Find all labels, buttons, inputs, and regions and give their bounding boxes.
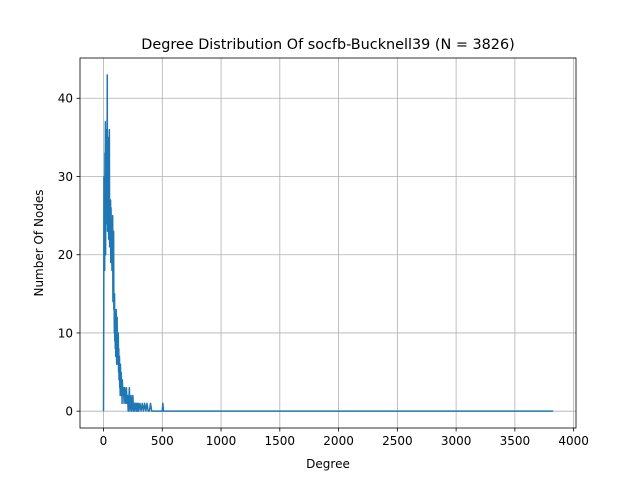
y-tick-label: 0 (65, 404, 73, 418)
x-axis-ticks: 0 500 1000 1500 2000 2500 3000 3500 4000 (100, 428, 589, 448)
x-tick-label: 2000 (323, 434, 354, 448)
x-tick-label: 500 (151, 434, 174, 448)
x-tick-label: 2500 (382, 434, 413, 448)
plot-area (102, 74, 554, 412)
y-tick-label: 30 (58, 170, 73, 184)
x-tick-label: 0 (100, 434, 108, 448)
x-tick-label: 3500 (500, 434, 531, 448)
y-axis-label: Number Of Nodes (32, 189, 46, 296)
y-tick-label: 40 (58, 92, 73, 106)
y-axis-ticks: 0 10 20 30 40 (58, 92, 80, 418)
axes-frame (79, 57, 577, 429)
y-tick-label: 10 (58, 326, 73, 340)
chart-title: Degree Distribution Of socfb-Bucknell39 … (141, 37, 514, 53)
x-tick-label: 1500 (265, 434, 296, 448)
x-tick-label: 1000 (206, 434, 237, 448)
x-tick-label: 3000 (441, 434, 472, 448)
degree-series-line (102, 74, 554, 412)
grid-lines (80, 58, 576, 428)
series-layer (102, 74, 554, 412)
x-axis-label: Degree (306, 457, 350, 471)
y-tick-label: 20 (58, 248, 73, 262)
x-tick-label: 4000 (558, 434, 589, 448)
